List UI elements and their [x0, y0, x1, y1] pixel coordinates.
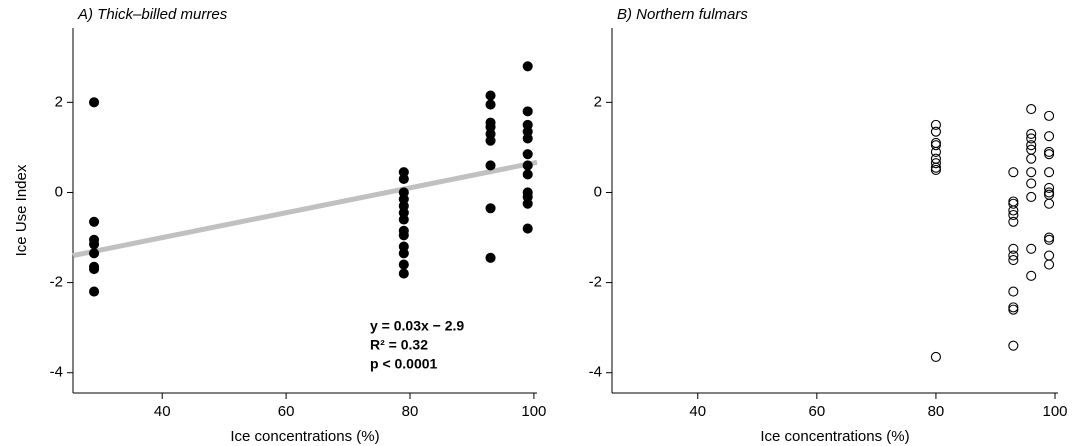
point	[930, 164, 941, 175]
point	[930, 119, 941, 130]
point	[930, 146, 941, 157]
point	[398, 173, 409, 185]
point	[1044, 250, 1055, 261]
panel-title: A) Thick–billed murres	[77, 6, 228, 23]
point	[522, 198, 533, 209]
point	[1008, 196, 1019, 207]
point	[1044, 198, 1055, 209]
point	[1008, 167, 1019, 178]
point	[398, 230, 409, 241]
point	[1026, 104, 1037, 115]
annotation: p < 0.0001	[370, 356, 438, 372]
y-tick-label: 0	[55, 183, 63, 200]
x-tick-label: 40	[689, 403, 706, 420]
point	[1026, 128, 1037, 139]
x-tick-label: 80	[402, 403, 419, 420]
fit-line	[72, 159, 538, 259]
y-tick-label: 0	[594, 183, 602, 200]
point	[522, 61, 533, 72]
point	[398, 268, 409, 279]
x-axis-label: Ice concentrations (%)	[760, 428, 909, 445]
point	[485, 252, 496, 263]
y-tick-label: -2	[50, 274, 63, 291]
point	[485, 135, 496, 146]
point	[398, 259, 409, 270]
point	[1008, 243, 1019, 254]
point	[1008, 304, 1019, 315]
point	[930, 351, 941, 363]
point	[1026, 133, 1037, 144]
point	[522, 169, 533, 180]
panel-title: B) Northern fulmars	[617, 6, 748, 23]
point	[1008, 216, 1019, 227]
x-tick-label: 100	[1043, 403, 1068, 420]
point	[485, 203, 496, 214]
point	[1026, 167, 1037, 178]
x-tick-label: 80	[928, 403, 945, 420]
point	[522, 133, 533, 144]
y-tick-label: -4	[589, 364, 602, 381]
point	[1008, 209, 1019, 221]
point	[89, 216, 100, 227]
point	[930, 140, 941, 151]
point	[930, 137, 941, 148]
x-axis-label: Ice concentrations (%)	[230, 428, 379, 445]
point	[89, 248, 100, 259]
y-axis-label: Ice Use Index	[13, 164, 30, 256]
point	[1044, 259, 1055, 270]
point	[1026, 243, 1037, 254]
point	[522, 149, 533, 160]
point	[522, 106, 533, 117]
point	[398, 214, 409, 225]
point	[1026, 153, 1037, 164]
point	[1044, 110, 1055, 121]
point	[1008, 250, 1019, 261]
point	[1008, 198, 1019, 209]
point	[1044, 182, 1055, 194]
point	[1008, 302, 1019, 313]
point	[1044, 234, 1055, 245]
x-tick-label: 60	[278, 403, 295, 420]
point	[1008, 286, 1019, 297]
point	[522, 160, 533, 171]
point	[1026, 140, 1037, 151]
point	[89, 286, 100, 297]
point	[1026, 191, 1037, 203]
point	[1008, 205, 1019, 216]
point	[89, 239, 100, 250]
point	[1008, 255, 1019, 266]
point	[1044, 232, 1055, 243]
point	[89, 264, 100, 275]
point	[1044, 149, 1055, 160]
point	[485, 90, 496, 101]
y-tick-label: 2	[55, 93, 63, 110]
point	[398, 248, 409, 259]
point	[485, 160, 496, 171]
point	[1044, 131, 1055, 142]
point	[1026, 178, 1037, 189]
x-tick-label: 100	[521, 403, 546, 420]
point	[1044, 146, 1055, 157]
x-tick-label: 40	[154, 403, 171, 420]
point	[89, 97, 100, 108]
point	[1044, 189, 1055, 200]
point	[1008, 340, 1019, 351]
point	[1026, 270, 1037, 281]
annotation: R² = 0.32	[370, 337, 428, 353]
point	[930, 126, 941, 137]
x-tick-label: 60	[808, 403, 825, 420]
y-tick-label: -4	[50, 364, 63, 381]
annotation: y = 0.03x − 2.9	[370, 318, 464, 334]
y-tick-label: 2	[594, 93, 602, 110]
point	[485, 99, 496, 110]
point	[522, 223, 533, 234]
point	[1044, 167, 1055, 178]
point	[930, 158, 941, 169]
y-tick-label: -2	[589, 274, 602, 291]
